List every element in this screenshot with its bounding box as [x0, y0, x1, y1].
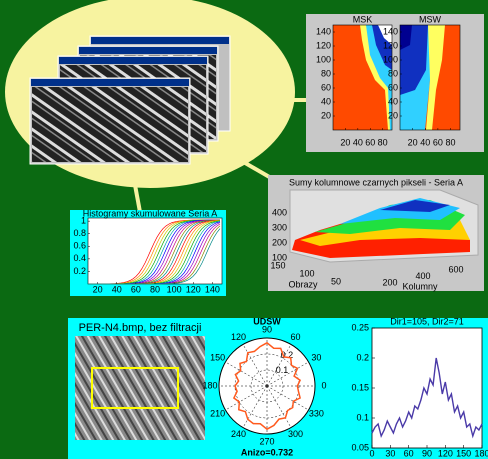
y-tick-label: 1 [81, 216, 86, 226]
histogram-title: Histogramy skumulowane Seria A [83, 208, 218, 218]
axis-label: Kolumny [402, 281, 438, 291]
chart-title: Dir1=105, Dir2=71 [390, 316, 464, 326]
x-tick-label: 80 [446, 137, 456, 147]
y-tick-label: 140 [383, 26, 398, 36]
z-tick-label: 200 [272, 237, 287, 247]
x-tick-label: 120 [438, 448, 453, 458]
z-tick-label: 300 [272, 222, 287, 232]
x-tick-label: 150 [456, 448, 471, 458]
y-tick-label: 80 [321, 68, 331, 78]
image-title: PER-N4.bmp, bez filtracji [79, 322, 202, 334]
z-tick-label: 400 [272, 207, 287, 217]
title-bar [59, 57, 207, 64]
annotation: Anizo=0.732 [241, 447, 293, 457]
angle-label: 90 [262, 324, 272, 334]
y-tick-label: 100 [299, 268, 314, 278]
plot-title: MSW [419, 14, 442, 24]
angle-label: 30 [311, 352, 321, 362]
x-tick-label: 40 [353, 137, 363, 147]
surface-plot [290, 190, 478, 262]
window-image [32, 87, 188, 162]
x-tick-label: 600 [448, 264, 463, 274]
r-tick-label: 0.1 [276, 365, 289, 375]
angle-label: 60 [290, 332, 300, 342]
x-tick-label: 20 [340, 137, 350, 147]
x-tick-label: 200 [382, 277, 397, 287]
line-plot-area [372, 328, 482, 448]
x-tick-label: 60 [131, 284, 141, 294]
sample-image [75, 336, 205, 440]
y-tick-label: 0.2 [356, 352, 369, 362]
x-tick-label: 100 [167, 284, 182, 294]
x-tick-label: 20 [408, 137, 418, 147]
y-tick-label: 0.2 [73, 266, 86, 276]
y-tick-label: 40 [388, 96, 398, 106]
x-tick-label: 40 [420, 137, 430, 147]
y-tick-label: 40 [321, 96, 331, 106]
msw-heatmap [400, 25, 460, 130]
x-tick-label: 30 [385, 448, 395, 458]
y-tick-label: 0.15 [351, 382, 369, 392]
y-tick-label: 60 [388, 82, 398, 92]
x-tick-label: 90 [422, 448, 432, 458]
y-tick-label: 20 [388, 110, 398, 120]
y-tick-label: 140 [316, 26, 331, 36]
x-tick-label: 60 [404, 448, 414, 458]
y-tick-label: 0.8 [73, 228, 86, 238]
angle-label: 270 [259, 436, 274, 446]
y-tick-label: 100 [383, 54, 398, 64]
x-tick-label: 20 [93, 284, 103, 294]
x-tick-label: 180 [474, 448, 488, 458]
title-bar [91, 37, 229, 44]
y-tick-label: 100 [316, 54, 331, 64]
y-tick-label: 0.6 [73, 241, 86, 251]
histogram-plot [88, 218, 222, 284]
angle-label: 0 [321, 380, 326, 390]
x-tick-label: 80 [150, 284, 160, 294]
y-tick-label: 120 [383, 40, 398, 50]
x-tick-label: 40 [112, 284, 122, 294]
axis-label: Obrazy [288, 279, 318, 289]
y-tick-label: 0.4 [73, 253, 86, 263]
plot-title: MSK [353, 14, 373, 24]
x-tick-label: 60 [365, 137, 375, 147]
y-tick-label: 0.1 [356, 412, 369, 422]
y-tick-label: 150 [270, 260, 285, 270]
x-tick-label: 0 [369, 448, 374, 458]
title-bar [79, 47, 217, 54]
angle-label: 240 [231, 429, 246, 439]
page: { "msk_panel": {"titles": ["MSK", "MSW"]… [0, 0, 488, 459]
y-tick-label: 0.05 [351, 442, 369, 452]
y-tick-label: 60 [321, 82, 331, 92]
y-tick-label: 120 [316, 40, 331, 50]
y-tick-label: 20 [321, 110, 331, 120]
title-bar [31, 79, 189, 86]
angle-label: 150 [210, 352, 225, 362]
y-tick-label: 0.25 [351, 322, 369, 332]
angle-label: 120 [231, 332, 246, 342]
y-tick-label: 50 [331, 276, 341, 286]
angle-label: 210 [210, 408, 225, 418]
surface-title: Sumy kolumnowe czarnych pikseli - Seria … [289, 177, 463, 187]
x-tick-label: 140 [205, 284, 220, 294]
x-tick-label: 80 [378, 137, 388, 147]
x-tick-label: 120 [186, 284, 201, 294]
x-tick-label: 400 [415, 271, 430, 281]
angle-label: 300 [288, 429, 303, 439]
angle-label: 180 [202, 380, 217, 390]
x-tick-label: 60 [433, 137, 443, 147]
collage: PER-N4.bmp, bez filtracji MSK14012010080… [0, 0, 488, 459]
y-tick-label: 80 [388, 68, 398, 78]
angle-label: 330 [309, 408, 324, 418]
